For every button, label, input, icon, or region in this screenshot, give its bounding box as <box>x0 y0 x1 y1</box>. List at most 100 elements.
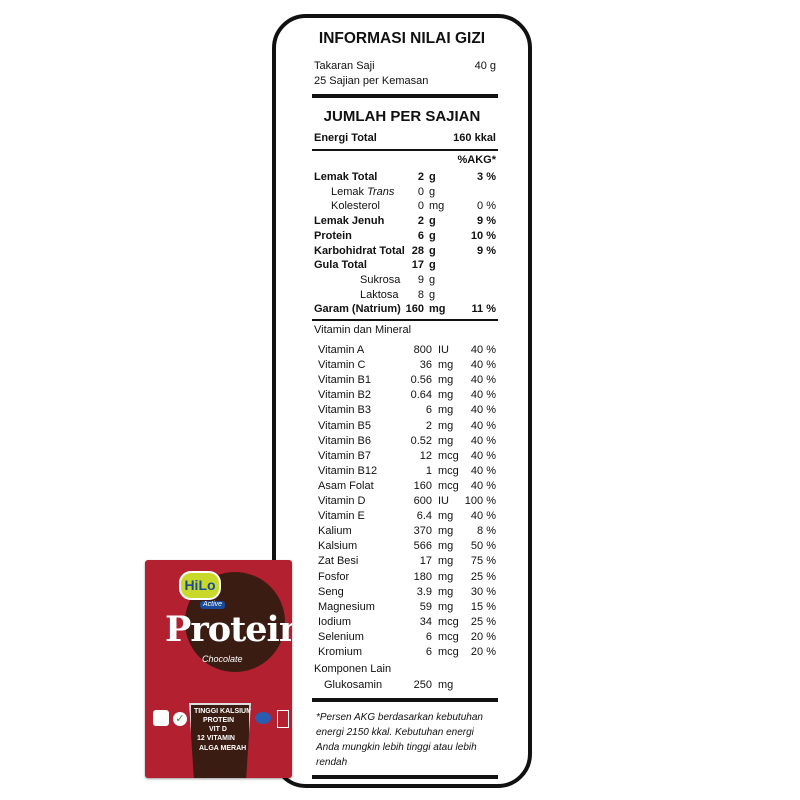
energy-value: 160 kkal <box>453 132 496 144</box>
nutrient-value: 17 <box>411 259 424 272</box>
vitamin-name: Vitamin B3 <box>318 404 371 417</box>
vitamin-akg: 25 % <box>470 570 496 583</box>
vitamin-value: 6 <box>425 630 432 643</box>
vitamin-row: Kromium 6 mcg 20 % <box>276 646 528 660</box>
product-package-image: HiLo Active Protein Chocolate TINGGI KAL… <box>145 560 292 778</box>
vitamin-unit: mg <box>438 359 454 372</box>
vitamin-unit: mg <box>438 600 454 613</box>
vitamin-value: 34 <box>419 615 432 628</box>
vitamin-value: 1 <box>425 464 432 477</box>
energy-label: Energi Total <box>314 132 377 144</box>
nutrient-name: Kolesterol <box>331 200 380 213</box>
akg-header: %AKG* <box>457 154 496 166</box>
vitamin-header: Vitamin dan Mineral <box>314 324 412 336</box>
nutrient-unit: g <box>429 259 436 272</box>
vitamin-row: Kalsium 566 mg 50 % <box>276 540 528 554</box>
nutrient-value: 2 <box>417 215 424 228</box>
nutrient-value: 8 <box>417 288 424 301</box>
vitamin-value: 800 <box>413 344 432 356</box>
nutrient-value: 0 <box>417 200 424 213</box>
vitamin-name: Vitamin E <box>318 510 365 523</box>
vitamin-akg: 40 % <box>470 344 496 356</box>
nutrient-row: Lemak Trans 0 g <box>276 186 528 200</box>
nutrient-value: 9 <box>417 273 424 286</box>
nutrient-value: 2 <box>417 171 424 183</box>
vitamin-name: Seng <box>318 585 344 598</box>
vitamin-name: Kalsium <box>318 540 358 553</box>
vitamin-akg: 40 % <box>470 434 496 447</box>
vitamin-name: Vitamin B5 <box>318 419 371 432</box>
vitamin-akg: 20 % <box>470 646 496 658</box>
vitamin-name: Vitamin A <box>318 344 365 356</box>
vitamin-name: Zat Besi <box>318 555 359 568</box>
vitamin-name: Selenium <box>318 630 364 643</box>
halal-check-icon: ✓ <box>173 712 187 726</box>
nutrient-unit: g <box>429 244 436 257</box>
vitamin-value: 6 <box>425 646 432 658</box>
vitamin-name: Vitamin B2 <box>318 389 371 402</box>
nutrient-name: Lemak Jenuh <box>314 215 385 228</box>
vitamin-akg: 75 % <box>470 555 496 568</box>
divider <box>312 775 498 779</box>
vitamin-row: Vitamin B3 6 mg 40 % <box>276 404 528 418</box>
nutrient-akg: 9 % <box>477 215 496 228</box>
divider <box>312 94 498 98</box>
vitamin-row: Magnesium 59 mg 15 % <box>276 601 528 615</box>
vitamin-row: Asam Folat 160 mcg 40 % <box>276 480 528 494</box>
vitamin-unit: mg <box>438 419 454 432</box>
vitamin-value: 160 <box>413 479 432 492</box>
nutrient-unit: g <box>429 215 436 228</box>
vitamin-akg: 40 % <box>470 374 496 387</box>
nutrient-row: Gula Total 17 g <box>276 259 528 273</box>
product-name: Protein <box>165 609 292 650</box>
vitamin-value: 370 <box>413 525 432 538</box>
sub-brand: Active <box>200 601 226 609</box>
nutrient-unit: g <box>429 171 436 183</box>
vitamin-value: 0.52 <box>410 434 432 447</box>
vitamin-akg: 100 % <box>464 495 496 507</box>
vitamin-unit: mcg <box>438 646 459 658</box>
nutrient-unit: g <box>429 273 436 286</box>
nutrient-value: 6 <box>417 229 424 242</box>
badge-icon <box>153 710 169 726</box>
vitamin-akg: 40 % <box>470 510 496 523</box>
section-title: JUMLAH PER SAJIAN <box>323 108 481 125</box>
other-header: Komponen Lain <box>314 663 392 675</box>
vitamin-value: 12 <box>419 449 432 462</box>
flavor: Chocolate <box>202 654 243 664</box>
nutrient-akg: 11 % <box>471 303 496 316</box>
vitamin-akg: 40 % <box>470 359 496 372</box>
vitamin-value: 0.64 <box>410 389 432 402</box>
vitamin-akg: 40 % <box>470 389 496 402</box>
nutrient-name: Lemak Trans <box>331 185 395 198</box>
vitamin-row: Vitamin B1 0.56 mg 40 % <box>276 374 528 388</box>
vitamin-unit: mg <box>438 389 454 402</box>
vitamin-value: 36 <box>419 359 432 372</box>
vitamin-unit: mg <box>438 434 454 447</box>
nutrient-row: Sukrosa 9 g <box>276 274 528 288</box>
vitamin-name: Vitamin B12 <box>318 464 378 477</box>
nutrient-row: Glukosamin 250 mg <box>276 679 528 693</box>
vitamin-name: Vitamin D <box>318 495 366 507</box>
vitamin-unit: mg <box>438 404 454 417</box>
vitamin-value: 17 <box>419 555 432 568</box>
vitamin-akg: 40 % <box>470 479 496 492</box>
vitamin-value: 2 <box>425 419 432 432</box>
nutrient-name: Protein <box>314 229 352 242</box>
nutrient-unit: mg <box>429 200 445 213</box>
nutrient-akg: 10 % <box>470 229 496 242</box>
label-title: INFORMASI NILAI GIZI <box>318 30 486 47</box>
vitamin-value: 3.9 <box>416 585 432 598</box>
vitamin-row: Vitamin B12 1 mcg 40 % <box>276 465 528 479</box>
vitamin-akg: 40 % <box>470 449 496 462</box>
vitamin-row: Vitamin B2 0.64 mg 40 % <box>276 389 528 403</box>
vitamin-value: 566 <box>413 540 432 553</box>
vitamin-value: 180 <box>413 570 432 583</box>
vitamin-unit: mg <box>438 585 454 598</box>
vitamin-unit: mcg <box>438 464 459 477</box>
vitamin-unit: mg <box>438 374 454 387</box>
nutrient-value: 28 <box>411 244 424 257</box>
nutrient-value: 250 <box>413 679 432 691</box>
vitamin-akg: 40 % <box>470 419 496 432</box>
nutrient-name: Laktosa <box>360 288 399 301</box>
